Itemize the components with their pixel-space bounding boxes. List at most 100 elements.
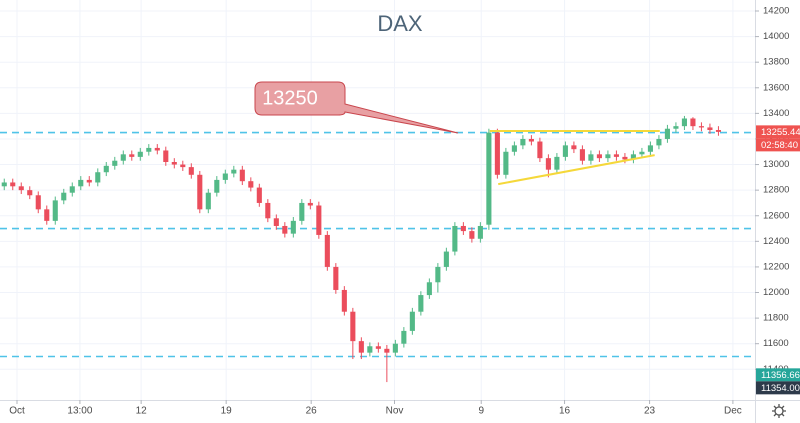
candles bbox=[1, 115, 721, 383]
candle-body bbox=[205, 192, 211, 210]
callout-text: 13250 bbox=[262, 87, 318, 109]
candle-body bbox=[520, 138, 526, 146]
candle-body bbox=[528, 138, 534, 142]
candle-body bbox=[95, 172, 101, 183]
candle-body bbox=[384, 348, 390, 353]
price-tag bbox=[756, 381, 800, 395]
candle-body bbox=[639, 151, 645, 155]
candle-body bbox=[571, 145, 577, 150]
candle-body bbox=[647, 145, 653, 152]
y-tick-label: 13800 bbox=[763, 57, 789, 68]
candle-body bbox=[588, 154, 594, 161]
settings-button[interactable] bbox=[772, 404, 786, 418]
candle-body bbox=[579, 149, 585, 161]
candle-body bbox=[681, 118, 687, 127]
candle-body bbox=[562, 145, 568, 157]
candle-body bbox=[401, 330, 407, 344]
y-tick-label: 12400 bbox=[763, 236, 789, 247]
candle-body bbox=[290, 220, 296, 234]
candle-body bbox=[112, 160, 118, 166]
candle-body bbox=[707, 127, 713, 131]
x-tick-label: 26 bbox=[306, 406, 318, 417]
candle-body bbox=[426, 282, 432, 296]
candle-body bbox=[239, 169, 245, 182]
grid bbox=[0, 0, 755, 400]
countdown-tag bbox=[756, 138, 800, 152]
candle-body bbox=[27, 190, 33, 196]
y-tick-label: 12000 bbox=[763, 287, 789, 298]
candle-body bbox=[282, 225, 288, 234]
candle-body bbox=[248, 181, 254, 188]
candle-body bbox=[18, 186, 24, 191]
candle-body bbox=[341, 289, 347, 312]
candle-body bbox=[214, 179, 220, 193]
x-tick-label: 9 bbox=[478, 406, 484, 417]
candle-body bbox=[1, 182, 7, 187]
candle-body bbox=[596, 154, 602, 159]
trend-line bbox=[498, 154, 655, 186]
gear-teeth[interactable] bbox=[772, 404, 786, 418]
candle-body bbox=[605, 154, 611, 159]
y-tick-label: 14200 bbox=[763, 6, 789, 17]
x-tick-label: 13:00 bbox=[67, 406, 92, 417]
price-tag bbox=[756, 125, 800, 139]
candle-body bbox=[120, 154, 126, 161]
candle-body bbox=[698, 126, 704, 128]
y-tick-label: 14000 bbox=[763, 31, 789, 42]
candle-body bbox=[273, 218, 279, 226]
candle-body bbox=[188, 167, 194, 175]
candle-body bbox=[10, 182, 16, 187]
candle-body bbox=[418, 295, 424, 312]
candle-body bbox=[137, 151, 143, 157]
x-tick-label: Oct bbox=[9, 406, 25, 417]
candle-body bbox=[545, 158, 551, 170]
candle-body bbox=[664, 128, 670, 139]
candle-body bbox=[69, 186, 75, 193]
candle-body bbox=[35, 195, 41, 210]
candle-body bbox=[486, 132, 492, 225]
candle-body bbox=[333, 266, 339, 290]
candle-body bbox=[307, 202, 313, 206]
price-tag bbox=[756, 368, 800, 382]
candle-body bbox=[477, 225, 483, 239]
candle-body bbox=[715, 130, 721, 132]
candle-body bbox=[494, 132, 500, 175]
candle-body bbox=[690, 118, 696, 127]
candle-body bbox=[299, 202, 305, 221]
candle-body bbox=[375, 346, 381, 349]
y-tick-label: 11800 bbox=[763, 313, 789, 324]
candle-body bbox=[154, 147, 160, 151]
candle-body bbox=[358, 341, 364, 353]
axes: 1140011600118001200012200124001260012800… bbox=[9, 6, 800, 417]
candle-body bbox=[537, 141, 543, 159]
candle-body bbox=[129, 154, 135, 157]
candle-body bbox=[511, 145, 517, 152]
candle-body bbox=[146, 147, 152, 152]
candle-body bbox=[171, 161, 177, 165]
x-tick-label: 16 bbox=[559, 406, 571, 417]
candle-body bbox=[673, 126, 679, 129]
price-tag-label: 11354.00 bbox=[761, 383, 800, 394]
candle-body bbox=[460, 225, 466, 232]
candle-body bbox=[656, 138, 662, 146]
x-tick-label: Dec bbox=[724, 406, 742, 417]
candle-body bbox=[61, 192, 67, 201]
candle-body bbox=[435, 266, 441, 283]
y-tick-label: 13400 bbox=[763, 108, 789, 119]
candle-body bbox=[443, 251, 449, 267]
candle-body bbox=[469, 231, 475, 239]
callout: 13250 bbox=[254, 81, 459, 134]
candle-body bbox=[265, 202, 271, 219]
x-tick-label: 19 bbox=[221, 406, 233, 417]
y-tick-label: 12600 bbox=[763, 210, 789, 221]
candle-body bbox=[630, 154, 636, 160]
x-tick-label: 12 bbox=[136, 406, 148, 417]
callout-shape bbox=[254, 81, 459, 134]
chart-title: DAX bbox=[377, 11, 423, 36]
candle-body bbox=[367, 346, 373, 353]
price-tag-label: 13255.44 bbox=[761, 127, 800, 138]
candle-body bbox=[503, 151, 509, 175]
y-tick-label: 13000 bbox=[763, 159, 789, 170]
y-tick-label: 12200 bbox=[763, 261, 789, 272]
candle-body bbox=[554, 156, 560, 170]
